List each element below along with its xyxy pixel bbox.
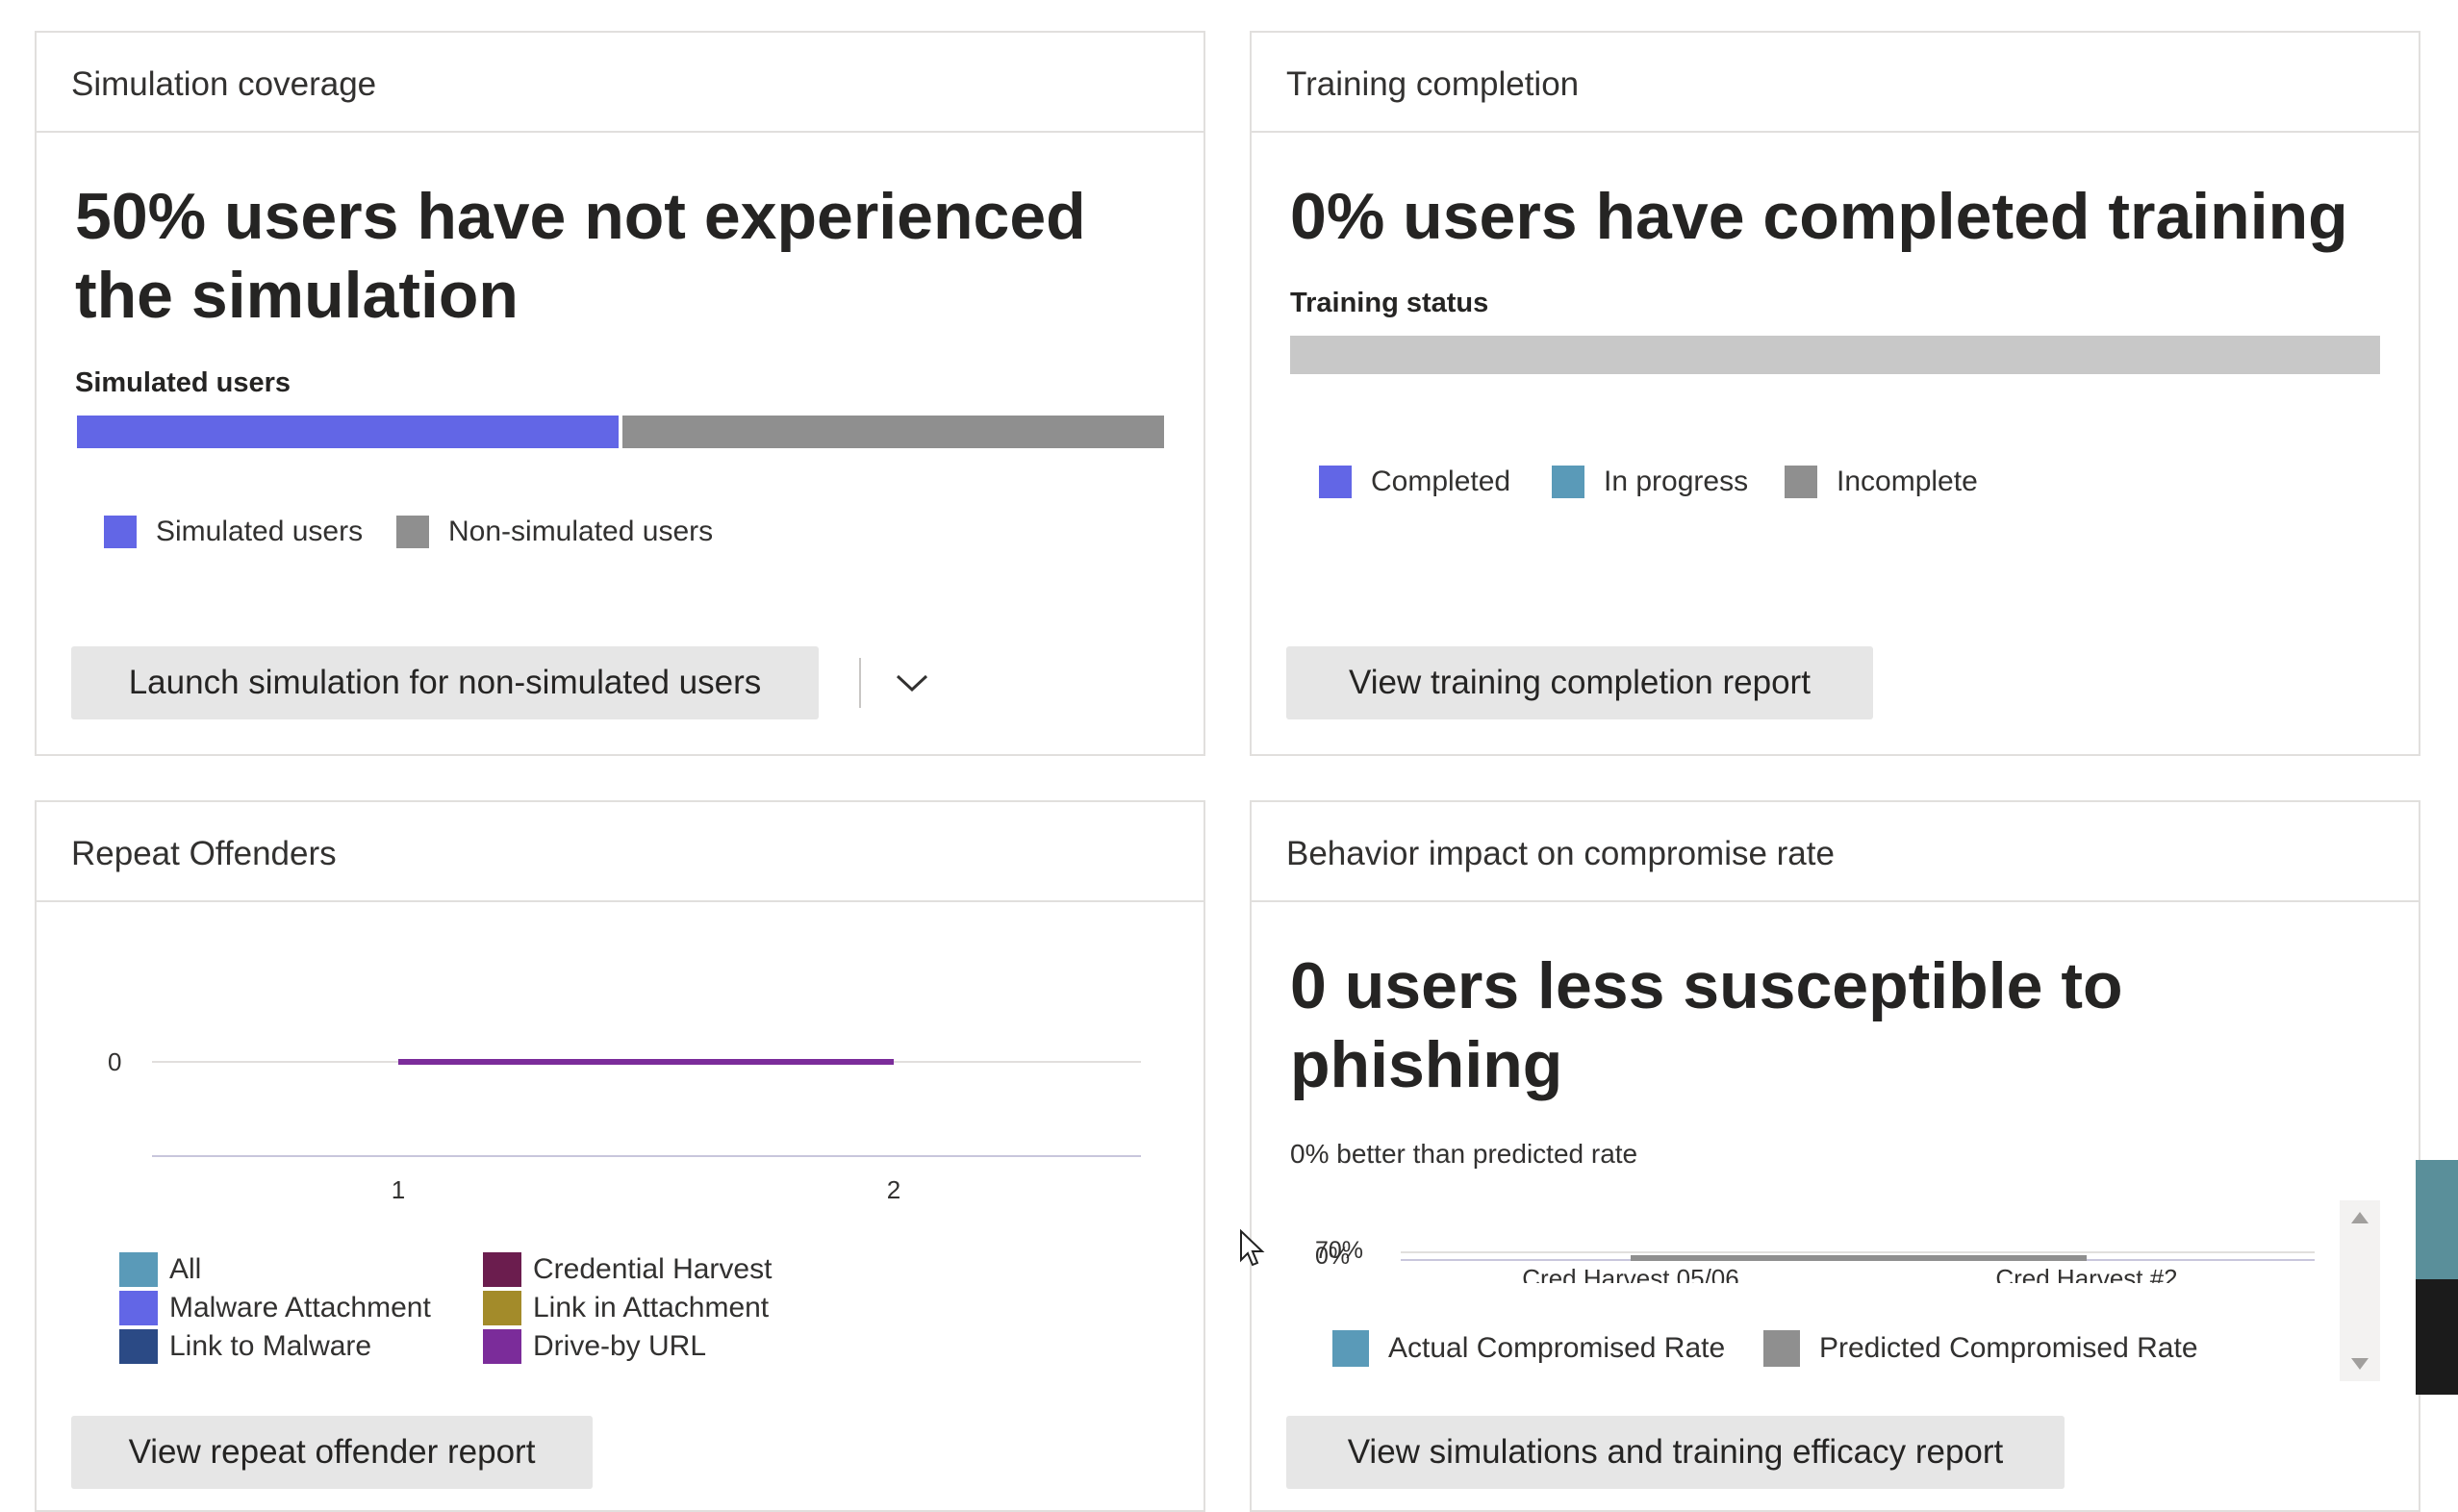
legend-malware-attachment: Malware Attachment (119, 1289, 431, 1327)
simulation-coverage-card: Simulation coverage 50% users have not e… (35, 31, 1205, 756)
legend-label: Completed (1371, 466, 1511, 497)
view-repeat-offender-report-button[interactable]: View repeat offender report (71, 1416, 593, 1489)
legend-swatch (1785, 466, 1817, 498)
legend-label: Malware Attachment (169, 1292, 431, 1323)
compromise-rate-chart: 70%0% Cred Harvest 05/06 Cred Harvest #2 (1315, 1237, 2315, 1283)
y-tick-label: 0% (1315, 1243, 1350, 1270)
legend-in-progress: In progress (1552, 463, 1748, 501)
repeat-offenders-card: Repeat Offenders 0 1 2 All Credential Harve… (35, 800, 1205, 1512)
legend-label: Simulated users (156, 516, 364, 547)
bar-title: Simulated users (75, 367, 291, 398)
legend-swatch (483, 1252, 521, 1287)
x-tick-label: Cred Harvest #2 (1995, 1264, 2177, 1283)
legend-swatch (104, 516, 137, 548)
legend-label: Predicted Compromised Rate (1819, 1332, 2198, 1364)
subtitle: 0% better than predicted rate (1290, 1139, 1638, 1169)
side-panel-tab[interactable] (2416, 1160, 2458, 1279)
bar-title: Training status (1290, 288, 1489, 318)
headline: 0% users have completed training (1290, 180, 2348, 253)
legend-label: Incomplete (1837, 466, 1978, 497)
y-tick-label: 0 (108, 1047, 121, 1076)
headline: 50% users have not experienced the simul… (75, 180, 1086, 332)
legend-swatch (119, 1329, 158, 1364)
legend-all: All (119, 1250, 201, 1289)
legend-label: Credential Harvest (533, 1253, 773, 1285)
card-title: Behavior impact on compromise rate (1286, 835, 1835, 872)
simulated-segment (77, 416, 619, 448)
legend-swatch (119, 1291, 158, 1325)
legend-swatch (119, 1252, 158, 1287)
legend-label: Actual Compromised Rate (1388, 1332, 1726, 1364)
legend-incomplete: Incomplete (1785, 463, 1978, 501)
legend-swatch (1763, 1330, 1800, 1367)
non-simulated-segment (622, 416, 1164, 448)
view-training-report-button[interactable]: View training completion report (1286, 646, 1873, 719)
x-tick-label: Cred Harvest 05/06 (1522, 1264, 1738, 1283)
legend-swatch (483, 1291, 521, 1325)
training-completion-card: Training completion 0% users have comple… (1250, 31, 2420, 756)
card-title: Training completion (1286, 65, 1580, 103)
chevron-down-icon[interactable] (883, 654, 941, 712)
legend-completed: Completed (1319, 463, 1510, 501)
legend-swatch (1552, 466, 1584, 498)
scroll-up-icon[interactable] (2349, 1210, 2370, 1225)
card-header: Repeat Offenders (37, 802, 1204, 902)
card-header: Training completion (1252, 33, 2419, 133)
legend-label: Non-simulated users (448, 516, 714, 547)
legend-label: All (169, 1253, 202, 1285)
legend-predicted-rate: Predicted Compromised Rate (1763, 1329, 2198, 1368)
legend-drive-by-url: Drive-by URL (483, 1327, 706, 1366)
card-header: Simulation coverage (37, 33, 1204, 133)
legend-label: Drive-by URL (533, 1330, 707, 1362)
card-title: Repeat Offenders (71, 835, 337, 872)
headline: 0 users less susceptible to phishing (1290, 949, 2123, 1101)
legend-swatch (1332, 1330, 1369, 1367)
scroll-down-icon[interactable] (2349, 1356, 2370, 1372)
legend-non-simulated: Non-simulated users (396, 513, 713, 551)
repeat-offenders-chart: 0 1 2 (108, 1047, 1141, 1204)
y-tick-label: 70% (1315, 1237, 1363, 1264)
legend-swatch (1319, 466, 1352, 498)
card-title: Simulation coverage (71, 65, 377, 103)
legend-label: Link to Malware (169, 1330, 372, 1362)
simulated-users-bar (77, 416, 1164, 448)
launch-simulation-button[interactable]: Launch simulation for non-simulated user… (71, 646, 819, 719)
legend-link-to-malware: Link to Malware (119, 1327, 371, 1366)
behavior-impact-card: Behavior impact on compromise rate 0 use… (1250, 800, 2420, 1512)
legend-credential-harvest: Credential Harvest (483, 1250, 772, 1289)
x-tick-label: 1 (392, 1175, 405, 1204)
legend-simulated: Simulated users (104, 513, 363, 551)
side-panel-tab-dark[interactable] (2416, 1279, 2458, 1395)
legend-link-in-attachment: Link in Attachment (483, 1289, 769, 1327)
legend-label: Link in Attachment (533, 1292, 770, 1323)
legend-actual-rate: Actual Compromised Rate (1332, 1329, 1725, 1368)
view-efficacy-report-button[interactable]: View simulations and training efficacy r… (1286, 1416, 2065, 1489)
training-status-bar (1290, 336, 2380, 374)
card-header: Behavior impact on compromise rate (1252, 802, 2419, 902)
legend-swatch (483, 1329, 521, 1364)
button-divider (859, 658, 861, 708)
legend-swatch (396, 516, 429, 548)
x-tick-label: 2 (887, 1175, 900, 1204)
legend-label: In progress (1604, 466, 1749, 497)
cursor-icon (1240, 1229, 1265, 1267)
chart-scrollbar[interactable] (2340, 1200, 2380, 1381)
